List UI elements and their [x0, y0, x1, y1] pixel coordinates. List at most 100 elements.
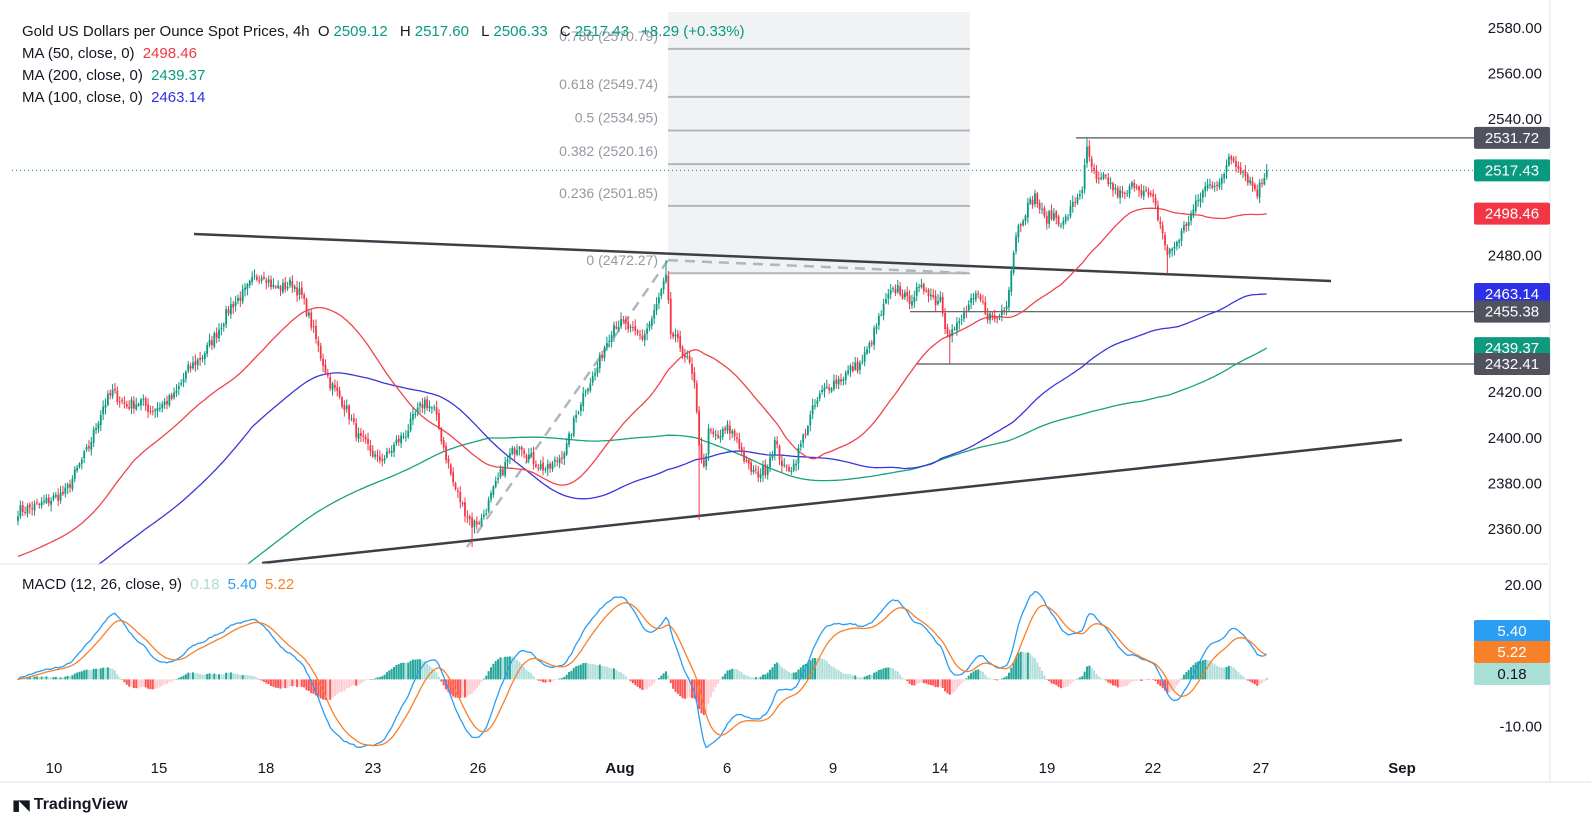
- upper-trendline[interactable]: [193, 232, 1332, 283]
- candle-body: [26, 505, 29, 514]
- macd-histogram-bar: [1123, 679, 1126, 687]
- macd-histogram-bar: [996, 679, 999, 681]
- candle-body: [1043, 207, 1046, 216]
- candle-body: [544, 469, 547, 471]
- macd-histogram-bar: [1133, 679, 1136, 682]
- macd-histogram-bar: [698, 679, 701, 710]
- macd-histogram-bar: [194, 673, 197, 680]
- candle-body: [1178, 240, 1181, 243]
- candle-body: [532, 451, 535, 465]
- macd-histogram-bar: [896, 671, 899, 680]
- candle-body: [244, 287, 246, 291]
- price-tick-label: 2560.00: [1488, 65, 1542, 82]
- candle-body: [1000, 310, 1003, 316]
- candle-body: [974, 293, 977, 300]
- candle-body: [939, 296, 942, 301]
- candle-body: [345, 405, 348, 410]
- macd-histogram-bar: [400, 662, 403, 680]
- candle-body: [795, 463, 797, 466]
- ma50-legend[interactable]: MA (50, close, 0) 2498.46: [22, 45, 197, 62]
- macd-histogram-bar: [638, 679, 641, 689]
- trendlines[interactable]: [193, 232, 1403, 565]
- macd-histogram-bar: [823, 659, 826, 680]
- candle-body: [527, 454, 530, 459]
- macd-histogram-bar: [1036, 662, 1039, 680]
- ma100-legend[interactable]: MA (100, close, 0) 2463.14: [22, 89, 206, 106]
- horizontal-levels[interactable]: [12, 137, 1548, 365]
- macd-histogram-bar: [745, 675, 748, 680]
- price-badge-label: 2517.43: [1485, 162, 1539, 179]
- macd-histogram-bar: [293, 679, 296, 686]
- candle-body: [229, 304, 232, 315]
- macd-histogram-bar: [466, 679, 469, 697]
- brand[interactable]: ▮◥ TradingView: [12, 796, 128, 814]
- candle-body: [175, 390, 178, 394]
- macd-histogram-bar: [1199, 661, 1202, 680]
- candle-body: [1230, 156, 1233, 160]
- macd-histogram-bar: [374, 678, 377, 680]
- macd-histogram-bar: [494, 660, 497, 680]
- candle-body: [551, 463, 554, 470]
- macd-histogram-bar: [251, 675, 254, 680]
- macd-histogram-bar: [385, 672, 388, 680]
- macd-histogram-bar: [821, 658, 824, 680]
- candle-body: [485, 513, 488, 515]
- candle-body: [989, 313, 991, 321]
- macd-histogram-bar: [627, 679, 630, 680]
- candle-body: [1109, 182, 1112, 185]
- macd-histogram-bar: [977, 669, 980, 680]
- macd-histogram-bar: [913, 679, 916, 686]
- macd-histogram-bar: [395, 664, 398, 680]
- macd-histogram-bar: [797, 669, 800, 680]
- candle-body: [608, 340, 611, 343]
- macd-histogram-bar: [300, 679, 303, 687]
- candle-body: [1201, 190, 1204, 198]
- macd-histogram-bar: [52, 677, 55, 680]
- macd-histogram-bar: [837, 670, 840, 680]
- symbol-title[interactable]: Gold US Dollars per Ounce Spot Prices, 4…: [22, 23, 310, 40]
- candle-body: [1052, 213, 1055, 220]
- macd-histogram-bar: [473, 679, 476, 691]
- macd-histogram-bar: [272, 679, 275, 687]
- macd-histogram-bar: [728, 669, 731, 680]
- time-tick-label: 19: [1039, 760, 1056, 777]
- candle-body: [234, 301, 237, 306]
- candle-body: [1157, 205, 1159, 221]
- candle-body: [17, 516, 19, 521]
- candle-body: [849, 365, 852, 371]
- candle-body: [265, 280, 268, 283]
- macd-histogram-bar: [376, 677, 379, 680]
- fibonacci-retracement[interactable]: 0 (2472.27) 0.236 (2501.85) 0.382 (2520.16…: [465, 12, 971, 548]
- axes: 2580.002560.002540.002520.002500.002480.…: [0, 0, 1591, 783]
- macd-histogram-bar: [348, 679, 351, 688]
- candle-body: [790, 470, 793, 473]
- macd-legend[interactable]: MACD (12, 26, close, 9) 0.18 5.40 5.22: [22, 576, 295, 593]
- candle-body: [241, 289, 244, 302]
- candle-body: [258, 280, 261, 282]
- candle-body: [118, 401, 121, 403]
- candle-body: [712, 431, 715, 434]
- macd-histogram-bar: [873, 672, 876, 680]
- candle-body: [925, 290, 928, 292]
- candle-body: [1180, 230, 1183, 241]
- macd-histogram-bar: [1059, 679, 1062, 689]
- macd-histogram-bar: [1138, 679, 1141, 681]
- candle-body: [464, 502, 466, 517]
- candle-body: [208, 340, 211, 346]
- candle-body: [40, 501, 43, 506]
- lower-trendline[interactable]: [261, 438, 1403, 565]
- candle-body: [854, 362, 857, 370]
- macd-histogram-bar: [426, 663, 429, 680]
- ma200-legend[interactable]: MA (200, close, 0) 2439.37: [22, 67, 206, 84]
- candle-body: [1076, 196, 1079, 203]
- candle-body: [1005, 306, 1008, 310]
- macd-histogram-bar: [932, 679, 935, 686]
- macd-histogram-bar: [887, 667, 890, 680]
- candle-body: [958, 321, 961, 324]
- candle-body: [769, 457, 771, 468]
- candle-body: [896, 284, 899, 293]
- macd-histogram-bar: [80, 671, 83, 680]
- price-tick-label: 2400.00: [1488, 430, 1542, 447]
- macd-histogram-bar: [910, 679, 913, 686]
